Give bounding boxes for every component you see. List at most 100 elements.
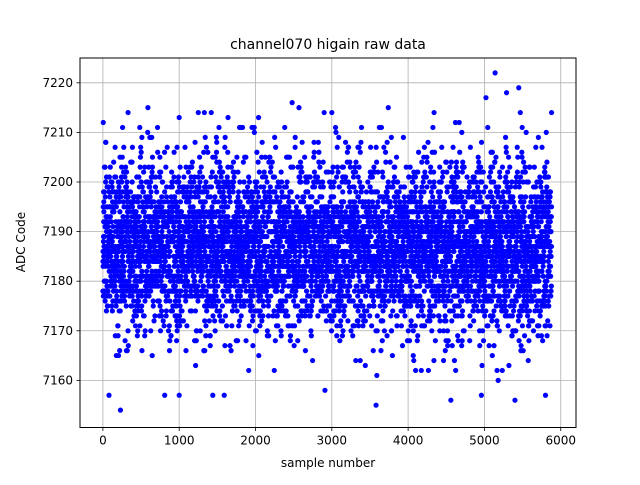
data-point [437, 318, 442, 323]
data-point [273, 338, 278, 343]
data-point [288, 209, 293, 214]
data-point [227, 194, 232, 199]
data-point [177, 219, 182, 224]
data-point [135, 333, 140, 338]
data-point [335, 145, 340, 150]
data-point [355, 318, 360, 323]
data-point [309, 333, 314, 338]
data-point [186, 199, 191, 204]
data-point [121, 269, 126, 274]
data-point [254, 199, 259, 204]
data-point [148, 289, 153, 294]
data-point [241, 179, 246, 184]
data-point [171, 239, 176, 244]
data-point [130, 204, 135, 209]
data-point [272, 368, 277, 373]
data-point [297, 209, 302, 214]
data-point [407, 338, 412, 343]
data-point [378, 303, 383, 308]
data-point [124, 179, 129, 184]
data-point [133, 323, 138, 328]
data-point [431, 358, 436, 363]
data-point [399, 289, 404, 294]
data-point [137, 323, 142, 328]
data-point [222, 194, 227, 199]
data-point [266, 244, 271, 249]
data-point [170, 179, 175, 184]
data-point [232, 274, 237, 279]
data-point [294, 204, 299, 209]
data-point [258, 293, 263, 298]
data-point [339, 298, 344, 303]
data-point [353, 358, 358, 363]
data-point [234, 279, 239, 284]
data-point [464, 219, 469, 224]
data-point [199, 165, 204, 170]
data-point [179, 209, 184, 214]
data-point [422, 289, 427, 294]
data-point [101, 209, 106, 214]
data-point [444, 160, 449, 165]
data-point [441, 204, 446, 209]
data-point [220, 303, 225, 308]
data-point [426, 298, 431, 303]
data-point [305, 189, 310, 194]
data-point [177, 313, 182, 318]
data-point [418, 199, 423, 204]
data-point [315, 174, 320, 179]
data-point [230, 184, 235, 189]
data-point [186, 169, 191, 174]
data-point [449, 318, 454, 323]
data-point [367, 209, 372, 214]
data-point [142, 313, 147, 318]
data-point [471, 318, 476, 323]
data-point [278, 328, 283, 333]
data-point [283, 298, 288, 303]
data-point [336, 244, 341, 249]
data-point [310, 358, 315, 363]
data-point [154, 229, 159, 234]
data-point [171, 174, 176, 179]
data-point [279, 303, 284, 308]
data-point [158, 328, 163, 333]
data-point [128, 274, 133, 279]
data-point [474, 303, 479, 308]
data-point [220, 244, 225, 249]
data-point [460, 338, 465, 343]
data-point [424, 184, 429, 189]
data-point [408, 165, 413, 170]
data-point [354, 209, 359, 214]
data-point [209, 184, 214, 189]
data-point [445, 189, 450, 194]
data-point [388, 313, 393, 318]
data-point [367, 249, 372, 254]
data-point [457, 150, 462, 155]
data-point [204, 189, 209, 194]
data-point [352, 289, 357, 294]
data-point [413, 189, 418, 194]
data-point [198, 279, 203, 284]
data-point [210, 313, 215, 318]
data-point [165, 145, 170, 150]
data-point [154, 189, 159, 194]
data-point [443, 348, 448, 353]
data-point [327, 259, 332, 264]
data-point [221, 209, 226, 214]
data-point [201, 284, 206, 289]
data-point [356, 308, 361, 313]
data-point [316, 150, 321, 155]
data-point [466, 293, 471, 298]
data-point [298, 160, 303, 165]
data-point [214, 140, 219, 145]
data-point [434, 259, 439, 264]
data-point [331, 313, 336, 318]
data-point [255, 189, 260, 194]
data-point [379, 224, 384, 229]
data-point [415, 338, 420, 343]
data-point [243, 284, 248, 289]
data-point [177, 229, 182, 234]
data-point [341, 308, 346, 313]
data-point [254, 328, 259, 333]
data-point [254, 184, 259, 189]
data-point [363, 363, 368, 368]
